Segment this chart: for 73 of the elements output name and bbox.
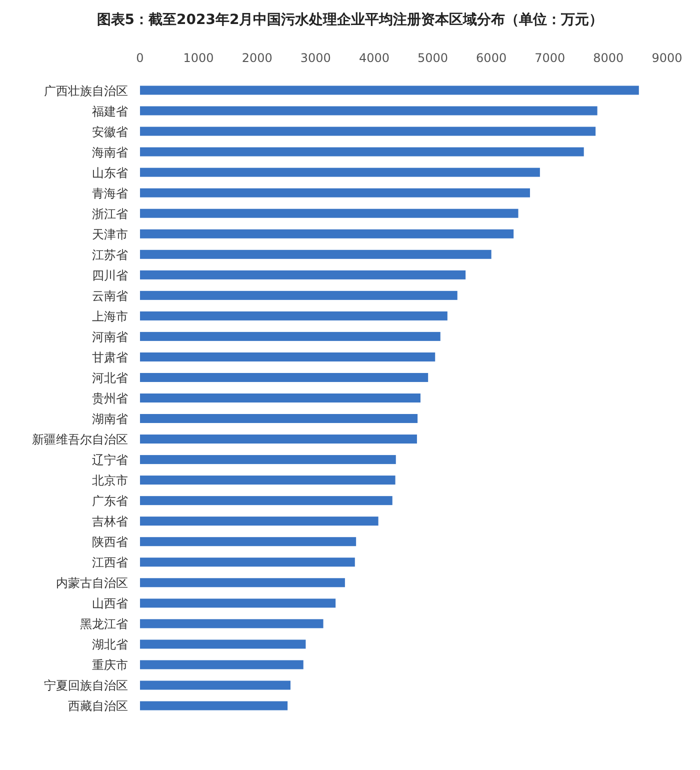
- y-tick-label: 内蒙古自治区: [56, 576, 128, 590]
- bar: [140, 147, 584, 156]
- y-tick-label: 天津市: [92, 227, 128, 242]
- x-tick-label: 4000: [358, 51, 390, 65]
- bar: [140, 640, 306, 649]
- bar: [140, 496, 392, 506]
- bar: [140, 229, 514, 238]
- y-tick-label: 江苏省: [92, 248, 128, 262]
- y-tick-label: 西藏自治区: [68, 699, 128, 714]
- y-tick-label: 甘肃省: [92, 350, 128, 364]
- bar: [140, 372, 428, 382]
- y-tick-label: 四川省: [92, 268, 128, 282]
- bar: [140, 619, 324, 628]
- y-tick-label: 辽宁省: [92, 453, 128, 468]
- bar: [140, 578, 345, 588]
- x-tick-label: 0: [136, 51, 144, 65]
- bar: [140, 188, 530, 198]
- y-tick-label: 广西壮族自治区: [44, 84, 128, 98]
- x-tick-label: 5000: [418, 51, 448, 65]
- bar: [140, 414, 418, 424]
- bar: [140, 352, 436, 362]
- y-tick-label: 江西省: [92, 556, 128, 570]
- bar: [140, 537, 356, 546]
- y-tick-label: 北京市: [92, 474, 128, 488]
- y-tick-label: 浙江省: [92, 206, 128, 221]
- y-tick-label: 湖南省: [92, 412, 128, 426]
- x-tick-label: 1000: [183, 51, 214, 65]
- x-tick-label: 7000: [534, 51, 566, 65]
- x-tick-label: 8000: [593, 51, 624, 65]
- x-tick-label: 9000: [652, 51, 682, 65]
- y-tick-label: 陕西省: [92, 535, 128, 550]
- bar: [140, 250, 492, 259]
- x-tick-label: 6000: [476, 51, 507, 65]
- y-tick-label: 重庆市: [92, 658, 128, 672]
- bar: [140, 394, 420, 402]
- bar: [140, 701, 288, 710]
- bar: [140, 311, 448, 320]
- y-tick-label: 福建省: [92, 104, 128, 118]
- bar: [140, 660, 304, 670]
- y-tick-label: 广东省: [92, 494, 128, 508]
- y-tick-label: 云南省: [92, 288, 128, 303]
- bar: [140, 558, 355, 567]
- y-tick-label: 安徽省: [92, 124, 128, 139]
- bar: [140, 476, 396, 485]
- x-tick-label: 3000: [300, 51, 331, 65]
- y-tick-label: 黑龙江省: [80, 617, 128, 632]
- y-tick-label: 青海省: [92, 186, 128, 200]
- bar: [140, 168, 540, 177]
- y-tick-label: 河南省: [92, 330, 128, 344]
- bar: [140, 290, 458, 300]
- y-tick-label: 山西省: [92, 596, 128, 611]
- bar: [140, 516, 378, 526]
- y-tick-label: 新疆维吾尔自治区: [32, 432, 128, 447]
- bar: [140, 332, 440, 341]
- y-tick-label: 宁夏回族自治区: [44, 678, 128, 693]
- y-tick-label: 海南省: [92, 145, 128, 160]
- bar: [140, 270, 466, 280]
- y-tick-label: 湖北省: [92, 638, 128, 652]
- bar: [140, 106, 598, 116]
- bar: [140, 86, 639, 95]
- bar: [140, 598, 336, 608]
- y-tick-label: 山东省: [92, 166, 128, 180]
- bar: [140, 208, 518, 218]
- bar: [140, 126, 596, 136]
- chart-title: 图表5：截至2023年2月中国污水处理企业平均注册资本区域分布（单位：万元）: [96, 11, 604, 28]
- bar: [140, 680, 290, 690]
- y-tick-label: 上海市: [92, 309, 128, 324]
- y-tick-label: 吉林省: [92, 514, 128, 529]
- bar: [140, 434, 417, 444]
- bar: [140, 455, 396, 464]
- x-tick-label: 2000: [242, 51, 272, 65]
- y-tick-label: 河北省: [92, 370, 128, 385]
- y-tick-label: 贵州省: [92, 392, 128, 406]
